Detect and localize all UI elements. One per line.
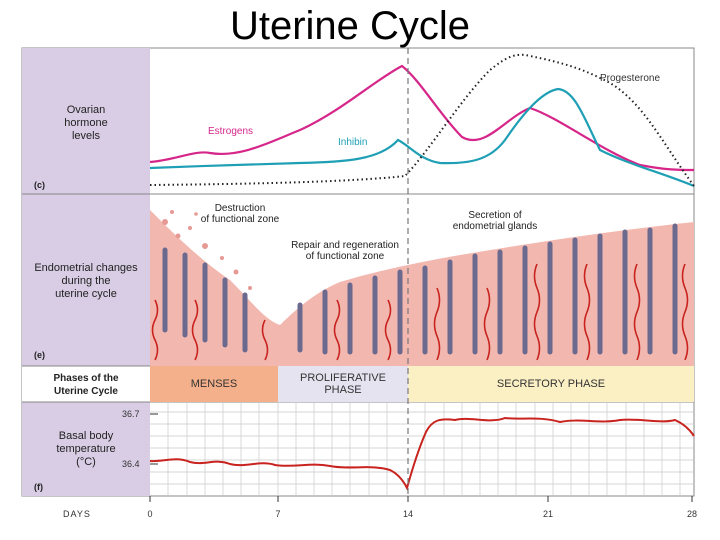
- endometrium-panel-label: Endometrial changes during the uterine c…: [34, 262, 138, 300]
- phase-menses-bg: [150, 366, 278, 402]
- inhibin-curve: [149, 87, 695, 188]
- sidebar-hormones: [22, 48, 150, 194]
- days-axis-title: DAYS: [63, 509, 91, 519]
- endometrium-panel-letter: (e): [34, 350, 45, 360]
- phase-proliferative-bg: [278, 366, 408, 402]
- destruction-annotation: Destruction of functional zone: [200, 203, 280, 225]
- phases-panel-label: Phases of the Uterine Cycle: [53, 373, 119, 397]
- secretion-annotation: Secretion of endometrial glands: [452, 210, 538, 232]
- shed-fragments: [162, 210, 252, 290]
- spiral-arteries: [151, 263, 689, 361]
- hormone-panel-letter: (c): [34, 180, 45, 190]
- temperature-grid: [150, 402, 694, 496]
- hormone-panel-label: Ovarian hormone levels: [64, 104, 108, 142]
- temperature-curve: [149, 416, 695, 491]
- repair-annotation: Repair and regeneration of functional zo…: [291, 240, 399, 262]
- slide-title: Uterine Cycle: [229, 4, 471, 48]
- glands: [162, 223, 678, 355]
- temp-tick-high: 36.7: [122, 409, 140, 419]
- day-tick-7: 7: [275, 509, 281, 519]
- phase-proliferative: PROLIFERATIVE PHASE: [300, 372, 386, 396]
- sidebar-phases: [22, 366, 150, 402]
- phase-menses: MENSES: [190, 378, 238, 390]
- progesterone-curve: [149, 53, 695, 187]
- temp-tick-low: 36.4: [122, 459, 140, 469]
- day-tick-14: 14: [402, 509, 413, 519]
- sidebar-temperature: [22, 402, 150, 496]
- day-tick-21: 21: [542, 509, 553, 519]
- phase-secretory-bg: [408, 366, 694, 402]
- day-tick-28: 28: [686, 509, 697, 519]
- day-tick-0: 0: [147, 509, 153, 519]
- temperature-panel-letter: (f): [34, 482, 43, 492]
- estrogens-curve: [149, 64, 695, 172]
- phase-secretory: SECRETORY PHASE: [496, 378, 606, 390]
- sidebar-endometrium: [22, 194, 150, 366]
- endometrium-tissue: [150, 210, 694, 366]
- temperature-panel-label: Basal body temperature (°C): [56, 430, 116, 468]
- inhibin-label: Inhibin: [338, 137, 368, 148]
- estrogens-label: Estrogens: [208, 126, 254, 137]
- progesterone-label: Progesterone: [600, 73, 661, 84]
